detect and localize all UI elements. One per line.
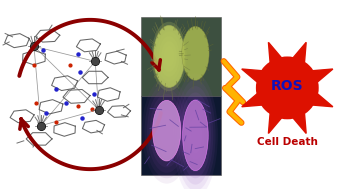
Ellipse shape bbox=[152, 22, 187, 91]
Ellipse shape bbox=[256, 57, 319, 119]
Polygon shape bbox=[292, 112, 306, 133]
Polygon shape bbox=[312, 93, 333, 107]
Ellipse shape bbox=[154, 27, 184, 86]
Ellipse shape bbox=[189, 118, 202, 153]
Bar bbox=[141, 96, 221, 175]
Bar bbox=[141, 17, 221, 96]
Ellipse shape bbox=[152, 99, 181, 162]
Ellipse shape bbox=[159, 36, 179, 77]
Ellipse shape bbox=[157, 110, 176, 151]
Ellipse shape bbox=[182, 26, 209, 80]
Ellipse shape bbox=[173, 74, 218, 189]
Ellipse shape bbox=[175, 80, 216, 189]
Ellipse shape bbox=[180, 92, 211, 178]
Polygon shape bbox=[242, 93, 263, 107]
Ellipse shape bbox=[144, 83, 189, 178]
Polygon shape bbox=[312, 69, 333, 83]
Ellipse shape bbox=[160, 115, 174, 146]
Ellipse shape bbox=[183, 100, 208, 171]
Text: ROS: ROS bbox=[271, 79, 304, 93]
Ellipse shape bbox=[142, 78, 191, 184]
Polygon shape bbox=[269, 42, 282, 63]
Ellipse shape bbox=[156, 31, 182, 81]
Ellipse shape bbox=[177, 86, 213, 185]
Ellipse shape bbox=[153, 25, 185, 88]
Ellipse shape bbox=[153, 100, 181, 161]
Ellipse shape bbox=[150, 94, 184, 167]
Ellipse shape bbox=[185, 105, 206, 166]
Polygon shape bbox=[292, 42, 306, 63]
Ellipse shape bbox=[147, 88, 186, 173]
Polygon shape bbox=[242, 69, 263, 83]
Ellipse shape bbox=[162, 41, 177, 72]
Ellipse shape bbox=[187, 111, 204, 159]
Ellipse shape bbox=[164, 46, 174, 67]
Polygon shape bbox=[269, 112, 282, 133]
Ellipse shape bbox=[182, 99, 209, 172]
Text: Cell Death: Cell Death bbox=[257, 137, 318, 147]
Ellipse shape bbox=[155, 105, 179, 157]
